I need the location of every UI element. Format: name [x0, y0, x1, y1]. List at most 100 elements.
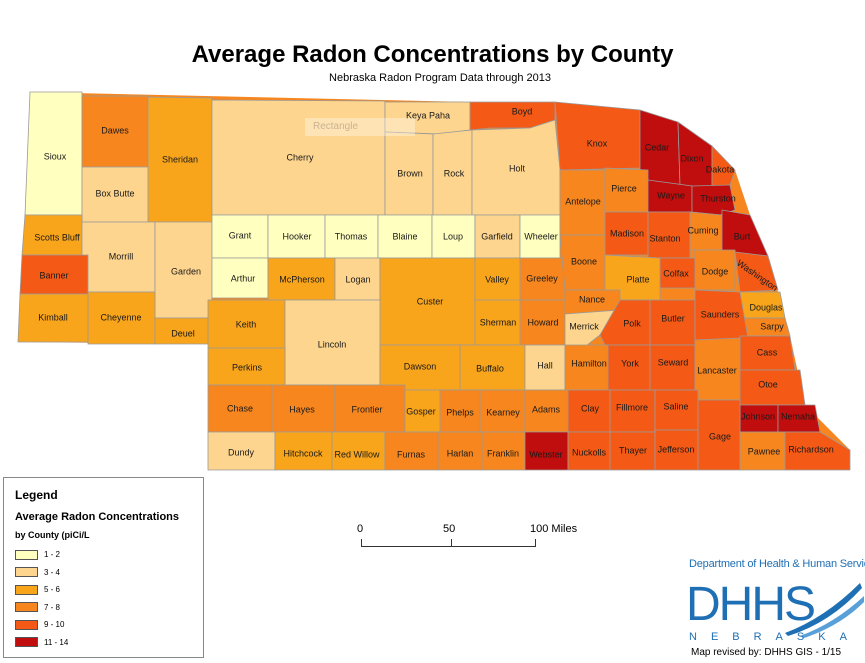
county-label: Fillmore [616, 402, 648, 412]
county-label: Cuming [687, 225, 718, 235]
legend-swatch [15, 602, 38, 613]
county-label: Hamilton [571, 358, 607, 368]
county-label: Frontier [351, 404, 382, 414]
legend-swatch [15, 549, 38, 560]
county-label: Stanton [649, 233, 680, 243]
county-label: Dawes [101, 125, 129, 135]
legend-item: 1 - 2 [15, 546, 68, 564]
county-richardson [784, 431, 851, 471]
county-label: Banner [39, 270, 68, 280]
legend-swatch [15, 637, 38, 648]
dhhs-logo: DHHS [686, 578, 816, 631]
county-label: Cedar [645, 142, 670, 152]
county-label: Boone [571, 256, 597, 266]
county-label: Colfax [663, 268, 689, 278]
map-title: Average Radon Concentrations by County [191, 41, 674, 68]
county-label: Box Butte [95, 188, 134, 198]
county-label: Harlan [447, 448, 474, 458]
county-seward [649, 344, 696, 391]
scale-tick [451, 539, 452, 547]
county-label: Blaine [392, 231, 417, 241]
scale-tick [361, 539, 362, 547]
county-label: Boyd [512, 106, 533, 116]
legend-label: 1 - 2 [44, 550, 61, 560]
county-label: Deuel [171, 328, 195, 338]
map-subtitle: Nebraska Radon Program Data through 2013 [329, 72, 551, 84]
county-label: Cass [757, 347, 778, 357]
county-label: Garden [171, 266, 201, 276]
legend-items: 1 - 2 3 - 4 5 - 6 7 - 8 9 - 10 11 - 14 [15, 546, 68, 651]
county-label: Garfield [481, 231, 513, 241]
county-label: Franklin [487, 448, 519, 458]
legend-units: by County (piCi/L [15, 530, 90, 540]
county-label: Perkins [232, 362, 263, 372]
county-label: Antelope [565, 196, 601, 206]
rectangle-ghost-label: Rectangle [305, 118, 415, 136]
county-label: Howard [527, 317, 558, 327]
county-dodge [694, 249, 736, 291]
county-label: Burt [734, 231, 751, 241]
county-label: Jefferson [658, 444, 695, 454]
scale-line [361, 546, 535, 547]
legend-label: 7 - 8 [44, 602, 61, 612]
county-label: Brown [397, 168, 423, 178]
scale-label-50: 50 [443, 523, 456, 535]
county-label: Scotts Bluff [34, 232, 80, 242]
county-label: Kimball [38, 312, 68, 322]
legend-item: 9 - 10 [15, 616, 68, 634]
county-label: Cherry [286, 152, 314, 162]
county-label: Adams [532, 404, 561, 414]
county-label: Grant [229, 230, 252, 240]
county-label: Webster [529, 449, 562, 459]
county-label: Kearney [486, 407, 520, 417]
county-label: Furnas [397, 449, 426, 459]
county-label: Hayes [289, 404, 315, 414]
county-label: Hitchcock [283, 448, 323, 458]
legend-swatch [15, 619, 38, 630]
county-label: Sheridan [162, 154, 198, 164]
county-label: Keya Paha [406, 110, 450, 120]
legend: Legend Average Radon Concentrations by C… [3, 477, 204, 658]
scale-label-100: 100 Miles [530, 523, 578, 535]
county-label: Clay [581, 403, 600, 413]
county-label: Saunders [701, 309, 740, 319]
county-label: Keith [236, 319, 257, 329]
legend-label: 3 - 4 [44, 567, 61, 577]
legend-label: 5 - 6 [44, 585, 61, 595]
county-label: Red Willow [334, 449, 380, 459]
legend-item: 3 - 4 [15, 564, 68, 582]
county-label: Cheyenne [100, 312, 141, 322]
county-label: Thomas [335, 231, 368, 241]
county-label: Dawson [404, 361, 437, 371]
county-label: Sioux [44, 151, 67, 161]
county-label: Custer [417, 296, 444, 306]
scale-tick [535, 539, 536, 547]
county-label: Saline [663, 401, 688, 411]
county-label: Phelps [446, 407, 474, 417]
county-label: Gosper [406, 406, 436, 416]
county-label: Dakota [706, 164, 735, 174]
county-label: Hall [537, 360, 553, 370]
legend-item: 5 - 6 [15, 581, 68, 599]
county-label: Johnson [741, 411, 775, 421]
county-label: Hooker [282, 231, 311, 241]
county-label: Holt [509, 163, 526, 173]
county-knox [554, 101, 641, 171]
scale-bar: 0 50 100 Miles [355, 523, 595, 553]
logo-swoosh-icon [785, 583, 864, 638]
county-label: York [621, 358, 639, 368]
county-label: Nance [579, 294, 605, 304]
county-label: Sherman [480, 317, 517, 327]
county-label: Nemaha [781, 411, 815, 421]
legend-swatch [15, 584, 38, 595]
county-label: Loup [443, 231, 463, 241]
county-label: Logan [345, 274, 370, 284]
county-label: Lincoln [318, 339, 347, 349]
county-label: Knox [587, 138, 608, 148]
county-label: Dodge [702, 266, 729, 276]
county-label: Lancaster [697, 365, 737, 375]
legend-swatch [15, 567, 38, 578]
legend-title: Legend [15, 488, 58, 502]
county-label: Richardson [788, 444, 834, 454]
